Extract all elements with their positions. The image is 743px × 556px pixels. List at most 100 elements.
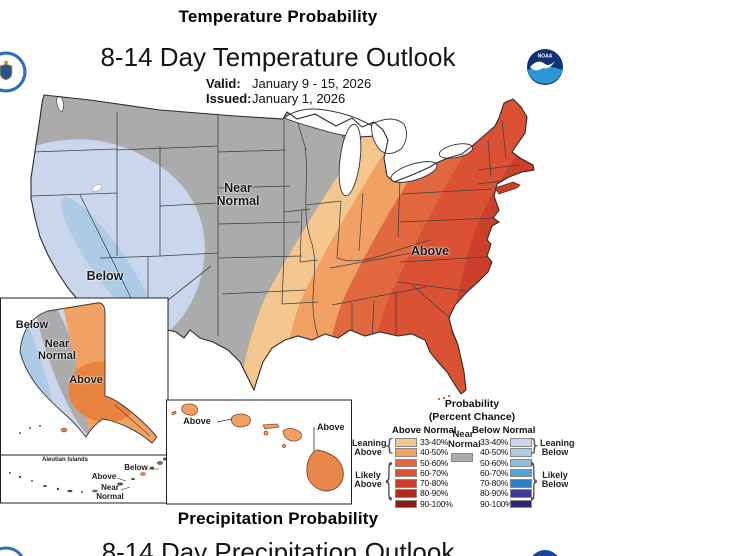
probability-legend: Probability (Percent Chance) Above Norma… [352,398,592,510]
legend-above-swatch [395,438,417,447]
legend-brace-leaning-below: } [529,436,540,456]
legend-below-row: 70-80% [480,479,532,488]
great-salt-lake-shape [92,184,102,192]
conus-below-label: Below [86,269,124,283]
aleutian-islands-dots [9,457,167,493]
molokai-shape [262,423,280,430]
legend-below-rows: 33-40% 40-50% 50-60% 60-70% 70-80% 80-90% 90-1… [480,438,532,510]
legend-brace-likely-below: } [529,457,539,506]
legend-near-swatch [451,453,473,462]
legend-leaning-below-label: Leaning Below [540,438,575,458]
legend-above-header: Above Normal [392,425,457,436]
legend-above-row: 40-50% [395,448,453,457]
aleutian-above-label: Above [91,472,117,481]
legend-leaning-above-label: Leaning Above [352,438,387,458]
legend-above-swatch [395,468,417,478]
valid-value: January 9 - 15, 2026 [252,76,372,91]
legend-below-row: 50-60% [480,459,532,468]
valid-line: Valid: January 9 - 15, 2026 [206,76,372,92]
legend-above-range: 70-80% [420,478,449,489]
legend-below-row: 60-70% [480,469,532,478]
legend-above-range: 60-70% [420,467,449,478]
alaska-small-islands [19,425,68,434]
legend-above-row: 33-40% [395,438,453,447]
legend-brace-leaning-above: { [384,436,395,456]
hawaii-above-left-label: Above [183,416,211,426]
legend-above-row: 70-80% [395,479,453,488]
hawaii-label-leader-lines [216,418,315,451]
kauai-shape [181,403,198,416]
aleutian-near-normal-label: Near Normal [96,483,124,501]
valid-issued-block: Valid: January 9 - 15, 2026 Issued:Januar… [206,76,372,107]
legend-above-swatch [395,448,417,457]
noaa-logo-text: NOAA [538,54,553,60]
alaska-near-normal-label: Near Normal [38,338,76,362]
legend-below-row: 80-90% [480,489,532,498]
issued-line: Issued:January 1, 2026 [206,90,371,107]
legend-above-rows: 33-40% 40-50% 50-60% 60-70% 70-80% 80-90% 90-1… [395,438,453,510]
commerce-seal-bottom-icon [0,546,24,556]
legend-above-swatch [395,499,417,509]
legend-below-range: 40-50% [480,447,509,458]
legend-likely-above-label: Likely Above [354,470,382,490]
hawaii-inset [166,399,352,505]
section-title-precipitation: Precipitation Probability [177,509,379,528]
conus-above-label: Above [410,244,450,258]
legend-title-line1: Probability [444,398,500,410]
noaa-logo-bottom-icon [532,550,558,556]
legend-below-swatch [510,489,532,498]
legend-below-row: 40-50% [480,448,532,457]
hawaii-above-right-label: Above [317,422,345,432]
legend-below-row: 90-100% [480,500,532,509]
legend-above-range: 90-100% [420,498,453,509]
issued-label: Issued: [206,90,252,106]
legend-above-swatch [395,489,417,498]
alaska-below-label: Below [15,319,49,331]
lanai-shape [263,430,269,436]
legend-above-swatch [395,479,417,488]
legend-above-range: 80-90% [420,488,449,499]
legend-above-row: 80-90% [395,489,453,498]
legend-below-range: 90-100% [480,498,513,509]
legend-below-swatch [510,448,532,457]
kahoolawe-shape [282,444,286,448]
florida-keys [437,394,451,401]
alaska-inset [0,297,169,456]
alaska-above-label: Above [69,374,103,386]
legend-above-row: 90-100% [395,500,453,509]
aleutian-label-leader-lines [116,468,159,491]
long-island-shape [494,181,521,195]
legend-above-swatch [395,458,417,468]
commerce-seal-icon [0,51,27,93]
next-map-title-partial: 8-14 Day Precipitation Outlook [101,537,455,556]
legend-near-label: Near Normal [448,429,481,450]
legend-below-swatch [510,499,532,509]
niihau-shape [171,411,177,415]
map-title: 8-14 Day Temperature Outlook [100,42,456,72]
legend-title-line2: (Percent Chance) [428,411,516,423]
maui-shape [282,427,302,442]
noaa-logo-icon: NOAA [527,49,563,85]
alaska-inset-connector-line [167,265,212,301]
state-borders [31,112,521,341]
legend-above-row: 50-60% [395,459,453,468]
legend-above-range: 33-40% [420,437,449,447]
puget-sound-shape [56,95,64,113]
legend-below-swatch [510,438,532,447]
hawaii-islands [171,403,302,448]
legend-below-swatch [510,479,532,488]
legend-likely-below-label: Likely Below [541,470,569,490]
legend-below-range: 80-90% [480,488,509,499]
aleutian-below-label: Below [124,463,148,472]
legend-above-range: 40-50% [420,447,449,458]
legend-below-range: 60-70% [480,467,509,478]
section-title-temperature: Temperature Probability [178,7,378,26]
conus-near-normal-label: Near Normal [216,181,260,209]
oahu-shape [230,413,251,428]
conus-below-band [61,197,155,327]
valid-label: Valid: [206,76,241,91]
legend-below-header: Below Normal [472,425,536,436]
lake-michigan-shape [338,123,362,197]
